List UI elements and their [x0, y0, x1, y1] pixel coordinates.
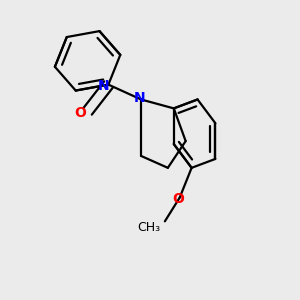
Text: CH₃: CH₃ — [137, 221, 160, 234]
Text: O: O — [172, 192, 184, 206]
Text: N: N — [98, 79, 110, 93]
Text: O: O — [74, 106, 86, 120]
Text: N: N — [134, 91, 146, 105]
